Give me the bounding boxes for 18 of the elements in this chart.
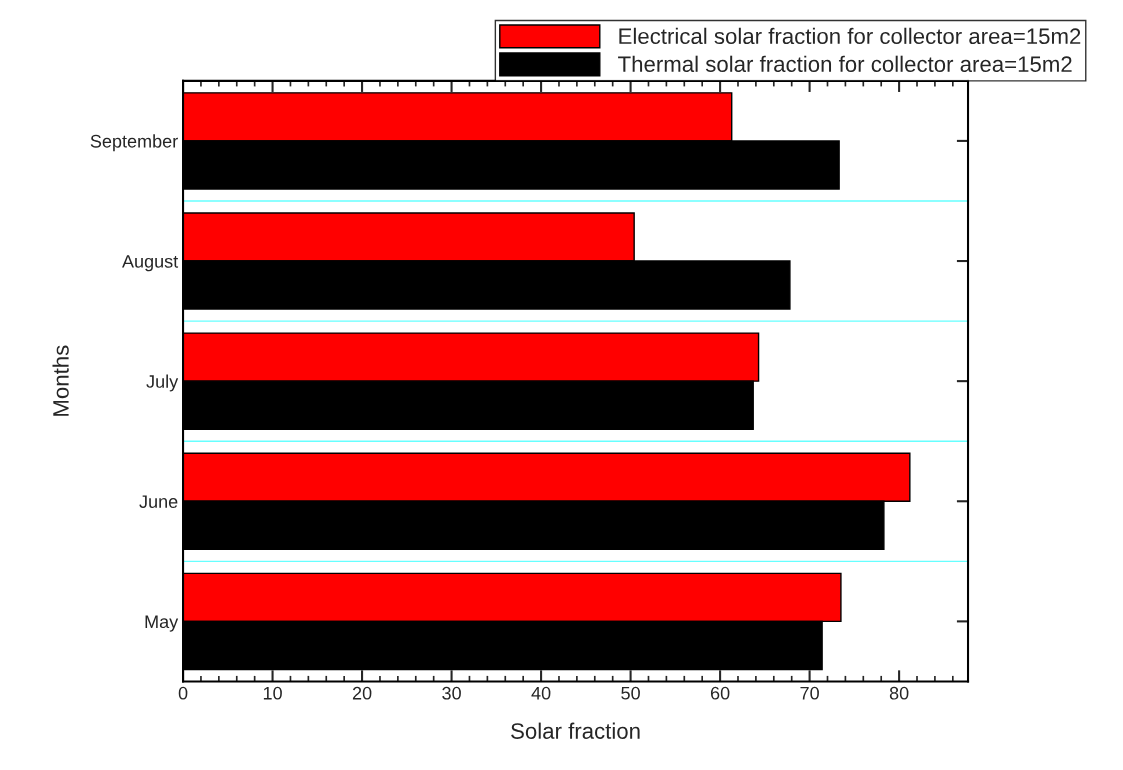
x-axis-title: Solar fraction bbox=[511, 722, 640, 739]
y-tick-label: May bbox=[145, 615, 179, 632]
y-tick-label: September bbox=[90, 134, 178, 152]
y-tick-label: July bbox=[146, 374, 179, 392]
x-tick-label: 20 bbox=[352, 686, 372, 700]
x-tick-label: 80 bbox=[889, 686, 909, 700]
x-tick-label: 0 bbox=[178, 686, 188, 700]
y-tick-label: June bbox=[139, 495, 178, 508]
x-tick-label: 10 bbox=[263, 686, 282, 700]
y-axis-title: Months bbox=[52, 345, 69, 416]
x-tick-label: 40 bbox=[531, 686, 551, 700]
y-tick-label: August bbox=[122, 255, 179, 272]
x-tick-label: 50 bbox=[621, 686, 640, 700]
legend-label: Thermal solar fraction for collector area=15m2 bbox=[618, 55, 1072, 73]
x-tick-label: 60 bbox=[710, 686, 730, 700]
x-tick-label: 70 bbox=[800, 686, 819, 700]
legend-label: Electrical solar fraction for collector area=15m2 bbox=[619, 27, 1081, 45]
x-tick-label: 30 bbox=[442, 686, 461, 700]
